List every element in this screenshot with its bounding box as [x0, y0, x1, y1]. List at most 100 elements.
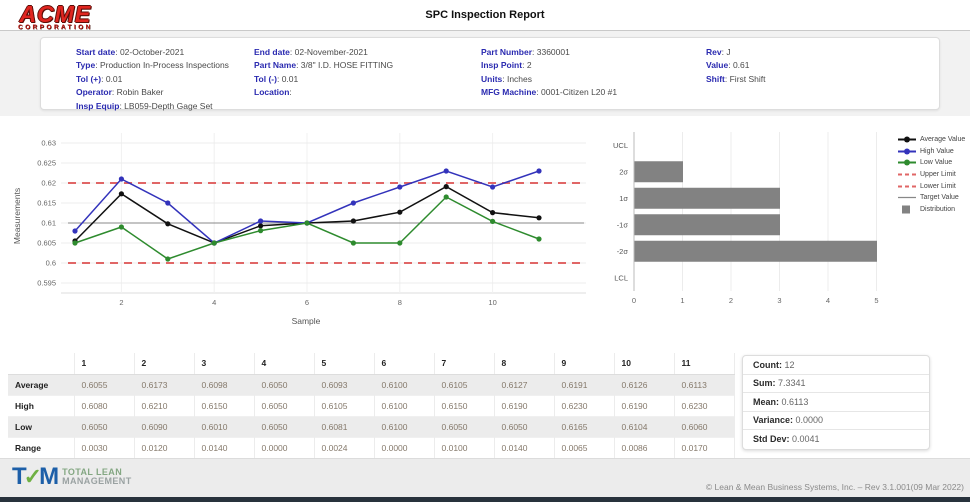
info-field-end-date: End date: 02-November-2021 — [254, 47, 368, 57]
svg-text:-2σ: -2σ — [617, 247, 629, 256]
svg-text:0.625: 0.625 — [37, 159, 56, 168]
row-label: Average — [8, 374, 75, 395]
table-cell: 0.0000 — [254, 437, 315, 458]
top-bar: SPC Inspection Report — [0, 0, 970, 31]
table-row-high: High 0.6080 0.6210 0.6150 0.6050 0.6105 0.6100… — [8, 395, 735, 416]
table-cell: 0.6050 — [434, 416, 495, 437]
legend-label: Distribution — [920, 205, 956, 213]
distribution-bar-chart: 0 1 2 3 4 5 UCL 2σ 1σ -1σ -2σ LCL — [613, 132, 879, 305]
column-header-1: 1 — [74, 353, 135, 375]
legend-swatch-icon — [898, 148, 916, 155]
svg-text:0.595: 0.595 — [37, 279, 56, 288]
svg-text:4: 4 — [826, 296, 830, 305]
stat-count: Count: 12 — [743, 356, 929, 375]
legend-label: Average Value — [920, 136, 966, 144]
table-cell: 0.0120 — [134, 437, 195, 458]
legend-item-lower-limit: Lower Limit — [897, 180, 969, 192]
column-header-7: 7 — [434, 353, 495, 375]
table-cell: 0.6190 — [614, 395, 675, 416]
info-field-mfg-machine: MFG Machine: 0001-Citizen L20 #1 — [481, 87, 618, 98]
legend-item-average-value: Average Value — [897, 134, 969, 146]
row-label: Low — [8, 416, 75, 437]
table-cell: 0.6050 — [74, 416, 135, 437]
table-cell: 0.6093 — [314, 374, 375, 395]
tlm-text-line2: MANAGEMENT — [62, 476, 132, 486]
table-cell: 0.6173 — [134, 374, 195, 395]
info-field-value: Value: 0.61 — [706, 60, 750, 71]
table-cell: 0.6098 — [194, 374, 255, 395]
tlm-logo: T✓M TOTAL LEAN MANAGEMENT — [12, 464, 132, 490]
acme-logo-text: ACME — [19, 1, 92, 27]
legend-label: Low Value — [920, 159, 953, 167]
table-cell: 0.6105 — [314, 395, 375, 416]
table-cell: 0.6230 — [554, 395, 615, 416]
table-corner-cell — [8, 353, 75, 375]
charts-panel: 2 4 6 8 10 0.595 0.6 0.605 0.61 0.615 0.62 0.625 0.6… — [0, 116, 970, 348]
tlm-letter-t: T — [12, 463, 27, 490]
svg-text:UCL: UCL — [613, 141, 628, 150]
table-cell: 0.6191 — [554, 374, 615, 395]
tlm-logo-text: TOTAL LEAN MANAGEMENT — [62, 467, 132, 487]
column-header-5: 5 — [314, 353, 375, 375]
measurements-table: 1 2 3 4 5 6 7 8 9 10 11 Average 0.6055 0.6173 0.6098 0… — [8, 353, 735, 459]
stat-sum: Sum: 7.3341 — [743, 375, 929, 394]
tlm-letter-m: M — [39, 463, 59, 490]
column-header-3: 3 — [194, 353, 255, 375]
acme-logo-subtext: CORPORATION — [18, 24, 93, 31]
table-cell: 0.6165 — [554, 416, 615, 437]
table-cell: 0.6127 — [494, 374, 555, 395]
svg-text:8: 8 — [398, 298, 402, 307]
svg-text:0.615: 0.615 — [37, 199, 56, 208]
svg-text:LCL: LCL — [614, 273, 628, 282]
info-field-part-name: Part Name: 3/8" I.D. HOSE FITTING — [254, 60, 394, 71]
table-cell: 0.6090 — [134, 416, 195, 437]
svg-text:0.61: 0.61 — [41, 219, 56, 228]
table-cell: 0.6055 — [74, 374, 135, 395]
svg-text:Sample: Sample — [292, 316, 321, 326]
legend-item-high-value: High Value — [897, 146, 969, 158]
info-field-shift: Shift: First Shift — [706, 73, 766, 84]
info-field-insp-point: Insp Point: 2 — [481, 60, 532, 71]
info-column-1: Start date: 02-October-2021 Type: Product… — [76, 46, 229, 113]
svg-text:4: 4 — [212, 298, 216, 307]
legend-item-upper-limit: Upper Limit — [897, 169, 969, 181]
page-title: SPC Inspection Report — [425, 9, 545, 21]
svg-text:0: 0 — [632, 296, 636, 305]
bottom-bar — [0, 497, 970, 502]
table-cell: 0.6150 — [194, 395, 255, 416]
acme-logo: ACME CORPORATION — [18, 1, 93, 32]
table-row-average: Average 0.6055 0.6173 0.6098 0.6050 0.6093 0.6… — [8, 374, 735, 395]
stat-mean: Mean: 0.6113 — [743, 393, 929, 412]
table-cell: 0.6010 — [194, 416, 255, 437]
svg-text:0.62: 0.62 — [41, 179, 56, 188]
table-cell: 0.6080 — [74, 395, 135, 416]
statistics-panel: Count: 12 Sum: 7.3341 Mean: 0.6113 Variance… — [742, 355, 930, 450]
table-cell: 0.6190 — [494, 395, 555, 416]
inspection-info-panel: Start date: 02-October-2021 Type: Product… — [40, 37, 940, 113]
svg-text:1σ: 1σ — [619, 194, 628, 203]
info-field-rev: Rev: J — [706, 47, 731, 57]
table-cell: 0.6050 — [254, 416, 315, 437]
svg-text:1: 1 — [680, 296, 684, 305]
info-field-part-number: Part Number: 3360001 — [481, 47, 570, 57]
table-cell: 0.0086 — [614, 437, 675, 458]
svg-text:2: 2 — [729, 296, 733, 305]
table-cell: 0.6150 — [434, 395, 495, 416]
svg-text:0.605: 0.605 — [37, 239, 56, 248]
info-field-type: Type: Production In-Process Inspections — [76, 60, 229, 71]
info-column-2: End date: 02-November-2021 Part Name: 3/8… — [254, 46, 393, 100]
table-cell: 0.6210 — [134, 395, 195, 416]
svg-text:2σ: 2σ — [619, 167, 628, 176]
table-cell: 0.6100 — [374, 374, 435, 395]
column-header-2: 2 — [134, 353, 195, 375]
tlm-check-icon: ✓ — [23, 464, 42, 489]
legend-label: Lower Limit — [920, 182, 956, 190]
table-cell: 0.0140 — [494, 437, 555, 458]
svg-text:10: 10 — [488, 298, 496, 307]
spc-line-chart: 2 4 6 8 10 0.595 0.6 0.605 0.61 0.615 0.62 0.625 0.6… — [12, 133, 586, 326]
copyright-text: © Lean & Mean Business Systems, Inc. – R… — [705, 482, 964, 492]
legend-swatch-icon — [898, 173, 916, 176]
svg-text:-1σ: -1σ — [617, 220, 629, 229]
info-field-units: Units: Inches — [481, 73, 533, 84]
info-field-operator: Operator: Robin Baker — [76, 87, 164, 98]
